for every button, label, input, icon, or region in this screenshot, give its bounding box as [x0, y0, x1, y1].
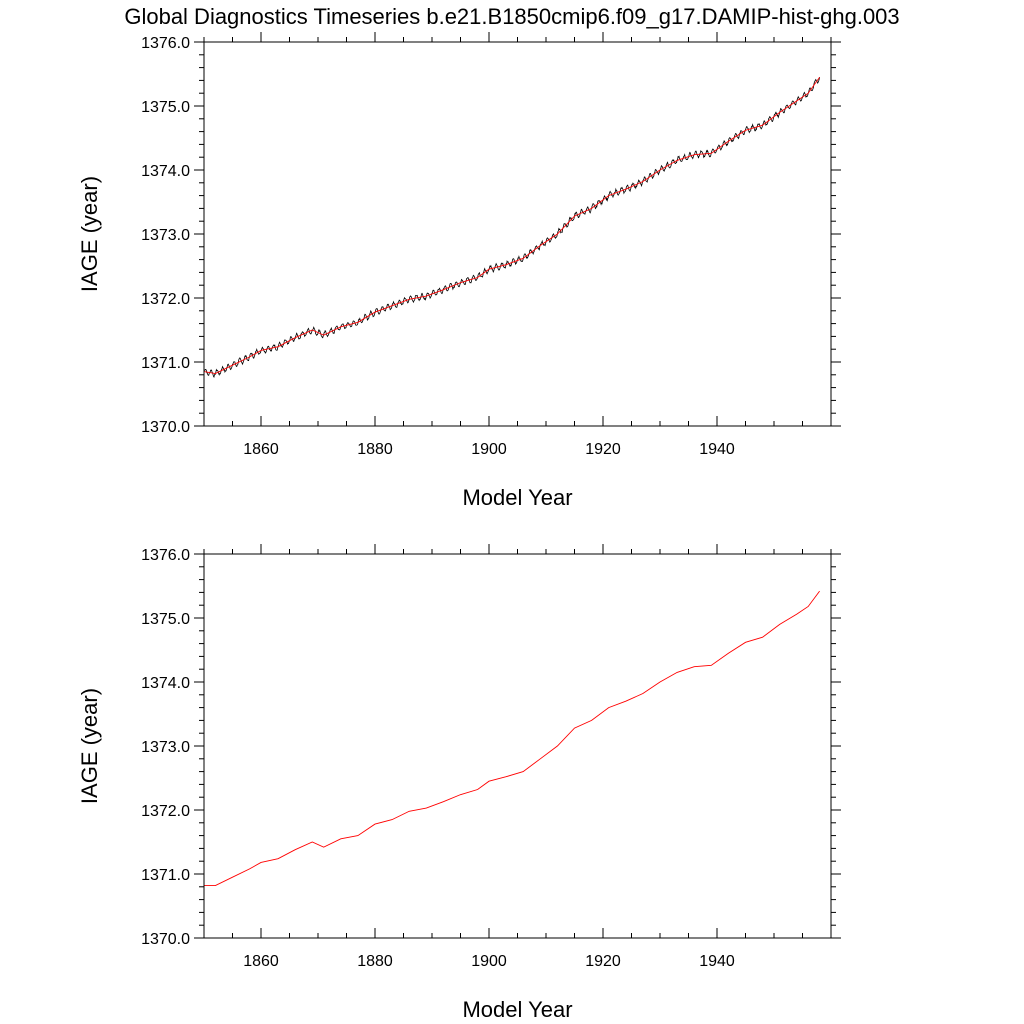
y-tick-label: 1376.0	[141, 35, 190, 52]
x-tick-label: 1920	[585, 441, 621, 458]
y-tick-label: 1371.0	[141, 867, 190, 884]
x-axis-label: Model Year	[462, 485, 572, 510]
y-tick-label: 1372.0	[141, 291, 190, 308]
x-tick-label: 1900	[471, 953, 507, 970]
x-tick-label: 1940	[699, 441, 735, 458]
y-tick-label: 1373.0	[141, 227, 190, 244]
y-tick-label: 1374.0	[141, 675, 190, 692]
x-tick-label: 1860	[243, 441, 279, 458]
y-tick-label: 1374.0	[141, 163, 190, 180]
x-axis-label: Model Year	[462, 997, 572, 1022]
y-tick-label: 1370.0	[141, 931, 190, 948]
y-tick-label: 1373.0	[141, 739, 190, 756]
y-axis-label: IAGE (year)	[77, 688, 102, 804]
series-line-annual	[204, 590, 820, 886]
x-tick-label: 1940	[699, 953, 735, 970]
y-tick-label: 1375.0	[141, 99, 190, 116]
top-panel: 1860 1880 1900 1920 1940 1370.0 1371.0 1372.0 13…	[77, 32, 841, 510]
x-tick-label: 1880	[357, 441, 393, 458]
series-line-annual	[203, 76, 820, 374]
x-tick-label: 1920	[585, 953, 621, 970]
y-tick-label: 1375.0	[141, 611, 190, 628]
chart-title: Global Diagnostics Timeseries b.e21.B185…	[124, 4, 899, 29]
plot-frame	[203, 553, 832, 939]
y-tick-label: 1370.0	[141, 419, 190, 436]
series-line-monthly	[203, 77, 820, 379]
y-tick-label: 1376.0	[141, 547, 190, 564]
bottom-panel: 1860 1880 1900 1920 1940 1370.0 1371.0 1372.0 13…	[77, 544, 841, 1022]
x-tick-label: 1860	[243, 953, 279, 970]
plot-frame	[203, 41, 832, 427]
y-axis-label: IAGE (year)	[77, 176, 102, 292]
y-tick-label: 1372.0	[141, 803, 190, 820]
x-tick-label: 1880	[357, 953, 393, 970]
x-tick-label: 1900	[471, 441, 507, 458]
y-tick-label: 1371.0	[141, 355, 190, 372]
